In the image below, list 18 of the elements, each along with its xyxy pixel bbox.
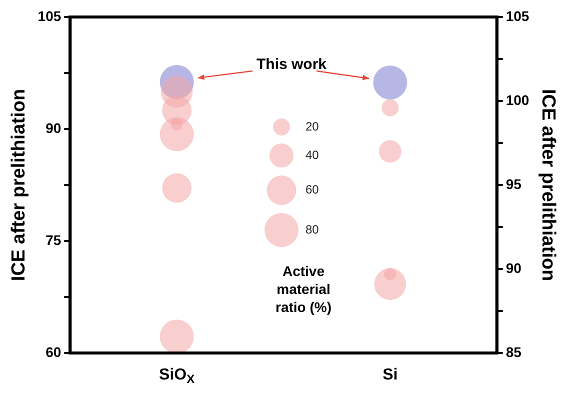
y2-tick-label: 90 (506, 260, 522, 276)
y-tick-label: 60 (46, 344, 62, 360)
legend-label: 60 (306, 182, 320, 197)
y2-tick-label: 105 (506, 8, 530, 24)
legend-label: 80 (306, 222, 320, 236)
y2-tick-label: 95 (506, 176, 522, 192)
y2-axis-title: ICE after prelithiation (537, 88, 558, 282)
annotation: This work (256, 56, 328, 74)
y-tick-label: 75 (46, 232, 62, 248)
legend-title: Active material ratio (%) (276, 262, 332, 315)
legend-label: 40 (306, 148, 320, 162)
legend-label: 20 (306, 119, 320, 134)
x-tick-label: Si (382, 366, 398, 384)
y-tick-label: 105 (38, 8, 62, 24)
y2-tick-label: 85 (506, 344, 522, 360)
y-axis-title: ICE after prelithiation (8, 88, 30, 282)
y-tick-label: 90 (46, 120, 62, 136)
y2-tick-label: 100 (506, 92, 530, 108)
